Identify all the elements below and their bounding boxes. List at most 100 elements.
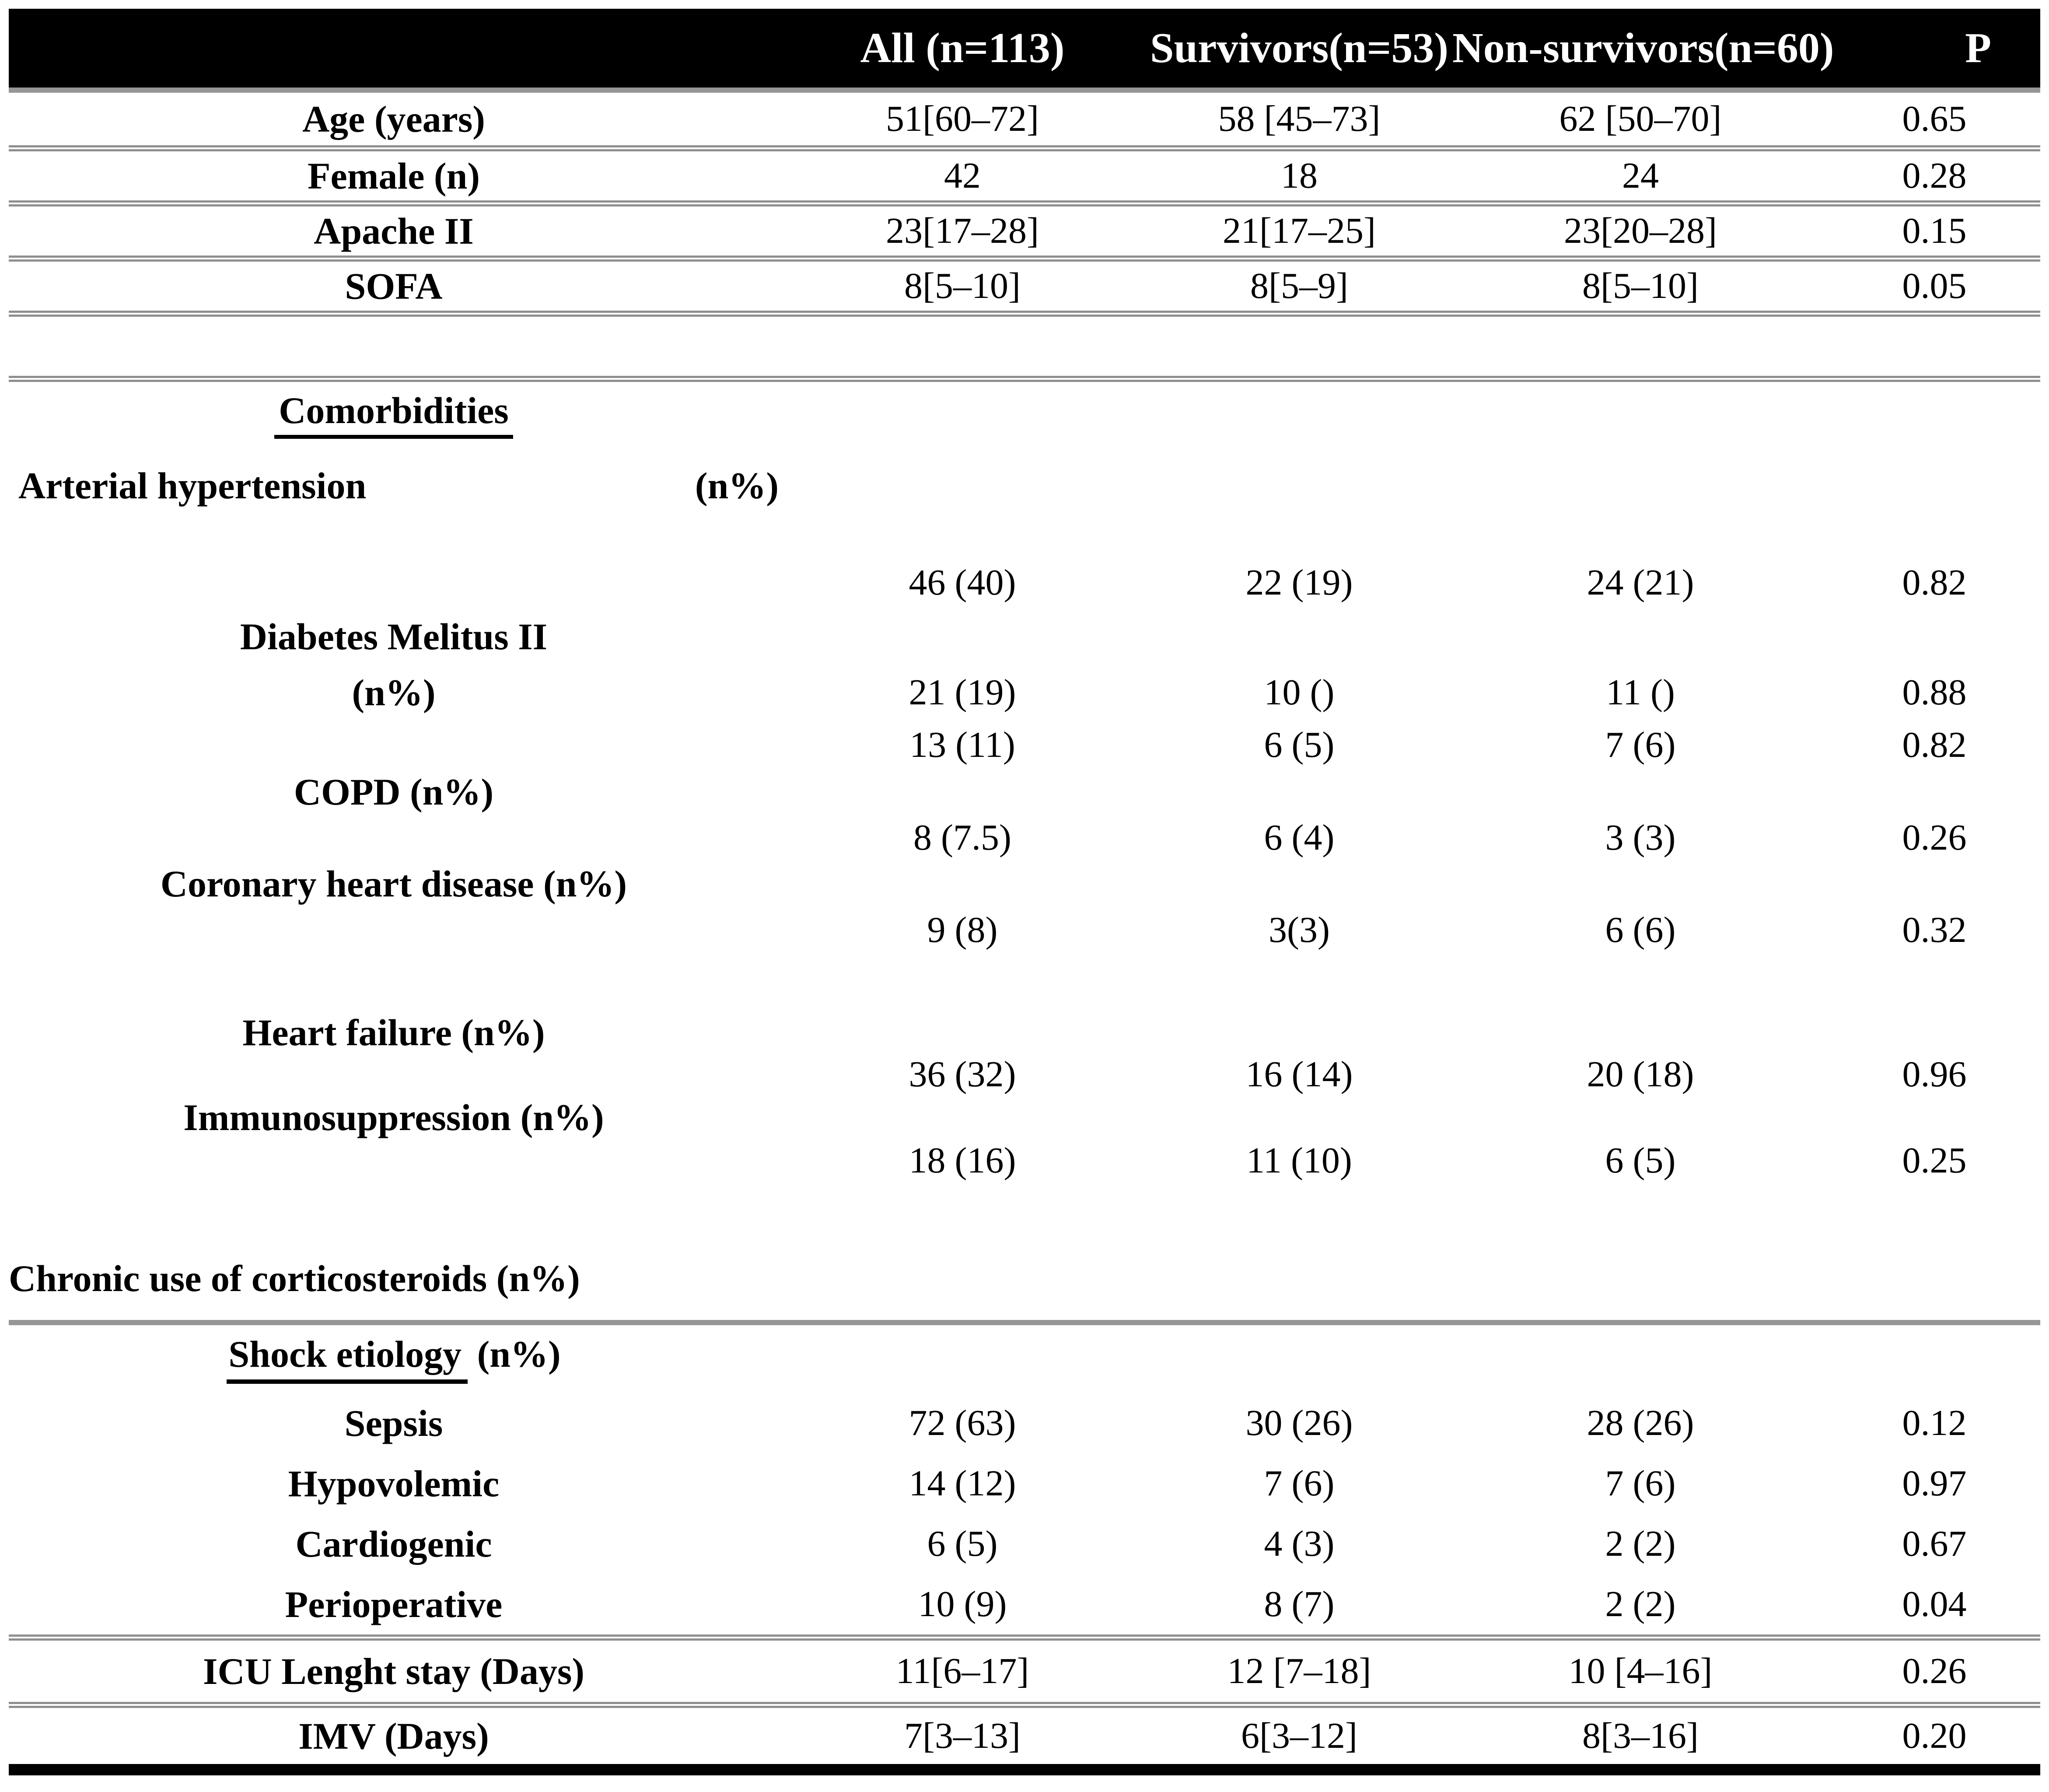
- cell-nonsurvivors: 8[3–16]: [1582, 1715, 1699, 1756]
- table-row: Coronary heart disease (n%): [9, 861, 2040, 906]
- row-label: Shock etiology (n%): [9, 1334, 779, 1384]
- table-row: Shock etiology (n%): [9, 1325, 2040, 1393]
- clinical-characteristics-table: All (n=113) Survivors(n=53) Non-survivor…: [9, 9, 2040, 1775]
- cell-survivors: 4 (3): [1264, 1523, 1335, 1564]
- row-label: Age (years): [302, 98, 485, 140]
- cell-p: 0.82: [1902, 724, 1967, 765]
- cell-all: 18 (16): [909, 1140, 1016, 1181]
- table-row: 18 (16) 11 (10) 6 (5) 0.25: [9, 1139, 2040, 1182]
- row-label: (n%): [352, 671, 436, 714]
- table-body: Age (years) 51[60–72] 58 [45–73] 62 [50–70]…: [9, 93, 2040, 1764]
- row-label: SOFA: [345, 265, 443, 307]
- cell-p: 0.26: [1902, 817, 1967, 858]
- cell-all: 46 (40): [909, 562, 1016, 603]
- cell-nonsurvivors: 7 (6): [1605, 1463, 1676, 1504]
- cell-all: 8 (7.5): [913, 817, 1011, 858]
- cell-nonsurvivors: 24 (21): [1587, 562, 1694, 603]
- cell-nonsurvivors: 20 (18): [1587, 1054, 1694, 1095]
- cell-all: 9 (8): [927, 909, 998, 950]
- table-row: ICU Lenght stay (Days) 11[6–17] 12 [7–18] 1…: [9, 1641, 2040, 1708]
- table-row: IMV (Days) 7[3–13] 6[3–12] 8[3–16] 0.20: [9, 1708, 2040, 1764]
- table-row: 36 (32) 16 (14) 20 (18) 0.96: [9, 1054, 2040, 1096]
- cell-all: 23[17–28]: [886, 210, 1039, 251]
- cell-p: 0.26: [1902, 1650, 1967, 1691]
- cell-all: 72 (63): [909, 1402, 1016, 1443]
- cell-all: 8[5–10]: [904, 265, 1021, 306]
- row-label: Perioperative: [285, 1583, 503, 1625]
- row-label: Apache II: [314, 210, 474, 252]
- row-label: Arterial hypertension (n%): [9, 465, 779, 507]
- spacer-row: [9, 317, 2040, 382]
- cell-survivors: 3(3): [1269, 909, 1330, 950]
- table-row: 9 (8) 3(3) 6 (6) 0.32: [9, 906, 2040, 954]
- table-row: Comorbidities: [9, 382, 2040, 448]
- header-cell-p: P: [1965, 24, 1991, 72]
- spacer-row: [9, 524, 2040, 557]
- table-row: (n%) 21 (19) 10 () 11 () 0.88: [9, 665, 2040, 721]
- cell-all: 6 (5): [927, 1523, 998, 1564]
- cell-p: 0.88: [1902, 672, 1967, 713]
- cell-survivors: 12 [7–18]: [1227, 1650, 1371, 1691]
- cell-p: 0.32: [1902, 909, 1967, 950]
- row-label: Comorbidities: [9, 391, 779, 439]
- table-row: Apache II 23[17–28] 21[17–25] 23[20–28] 0.15: [9, 206, 2040, 262]
- table-row: Cardiogenic 6 (5) 4 (3) 2 (2) 0.67: [9, 1514, 2040, 1574]
- header-cell-survivors: Survivors(n=53): [1150, 24, 1448, 72]
- cell-nonsurvivors: 2 (2): [1605, 1523, 1676, 1564]
- cell-all: 21 (19): [909, 672, 1016, 713]
- cell-all: 14 (12): [909, 1463, 1016, 1504]
- cell-nonsurvivors: 8[5–10]: [1582, 265, 1699, 306]
- cell-survivors: 16 (14): [1245, 1054, 1353, 1095]
- table-row: Immunosuppression (n%): [9, 1096, 2040, 1139]
- table-row: Perioperative 10 (9) 8 (7) 2 (2) 0.04: [9, 1574, 2040, 1641]
- table-row: Female (n) 42 18 24 0.28: [9, 151, 2040, 206]
- cell-nonsurvivors: 6 (6): [1605, 909, 1676, 950]
- cell-survivors: 6 (4): [1264, 817, 1335, 858]
- row-label: Hypovolemic: [288, 1462, 500, 1505]
- table-row: SOFA 8[5–10] 8[5–9] 8[5–10] 0.05: [9, 262, 2040, 317]
- cell-survivors: 58 [45–73]: [1218, 98, 1381, 139]
- cell-all: 7[3–13]: [904, 1715, 1021, 1756]
- table-row: 46 (40) 22 (19) 24 (21) 0.82: [9, 557, 2040, 609]
- cell-survivors: 8 (7): [1264, 1583, 1335, 1624]
- cell-p: 0.97: [1902, 1463, 1967, 1504]
- row-label: Immunosuppression (n%): [183, 1096, 604, 1138]
- cell-nonsurvivors: 24: [1622, 155, 1659, 196]
- cell-survivors: 30 (26): [1245, 1402, 1353, 1443]
- row-label: Heart failure (n%): [242, 1011, 545, 1054]
- cell-nonsurvivors: 62 [50–70]: [1559, 98, 1722, 139]
- table-row: Arterial hypertension (n%): [9, 448, 2040, 524]
- cell-all: 51[60–72]: [886, 98, 1039, 139]
- cell-p: 0.20: [1902, 1715, 1967, 1756]
- cell-p: 0.05: [1902, 265, 1967, 306]
- table-row: Heart failure (n%): [9, 1011, 2040, 1054]
- cell-nonsurvivors: 2 (2): [1605, 1583, 1676, 1624]
- cell-p: 0.82: [1902, 562, 1967, 603]
- cell-nonsurvivors: 28 (26): [1587, 1402, 1694, 1443]
- table-row: Chronic use of corticosteroids (n%): [9, 1237, 2040, 1325]
- table-row: Sepsis 72 (63) 30 (26) 28 (26) 0.12: [9, 1393, 2040, 1453]
- cell-p: 0.25: [1902, 1140, 1967, 1181]
- cell-survivors: 10 (): [1264, 672, 1335, 713]
- cell-nonsurvivors: 3 (3): [1605, 817, 1676, 858]
- table-row: Hypovolemic 14 (12) 7 (6) 7 (6) 0.97: [9, 1453, 2040, 1514]
- cell-p: 0.65: [1902, 98, 1967, 139]
- cell-p: 0.04: [1902, 1583, 1967, 1624]
- cell-all: 10 (9): [918, 1583, 1007, 1624]
- row-label: ICU Lenght stay (Days): [203, 1650, 584, 1692]
- cell-p: 0.96: [1902, 1054, 1967, 1095]
- underlined-section-label: Comorbidities: [274, 391, 513, 439]
- cell-survivors: 21[17–25]: [1223, 210, 1376, 251]
- table-row: Diabetes Melitus II: [9, 609, 2040, 665]
- table-row: Age (years) 51[60–72] 58 [45–73] 62 [50–70]…: [9, 93, 2040, 151]
- spacer-row: [9, 954, 2040, 1011]
- cell-nonsurvivors: 7 (6): [1605, 724, 1676, 765]
- row-label: Sepsis: [344, 1402, 443, 1444]
- cell-survivors: 6[3–12]: [1241, 1715, 1357, 1756]
- table-header-row: All (n=113) Survivors(n=53) Non-survivor…: [9, 9, 2040, 93]
- cell-all: 11[6–17]: [895, 1650, 1029, 1691]
- row-label-main: Arterial hypertension: [18, 465, 367, 507]
- table-row: 13 (11) 6 (5) 7 (6) 0.82: [9, 721, 2040, 770]
- cell-p: 0.15: [1902, 210, 1967, 251]
- row-label: COPD (n%): [294, 770, 494, 813]
